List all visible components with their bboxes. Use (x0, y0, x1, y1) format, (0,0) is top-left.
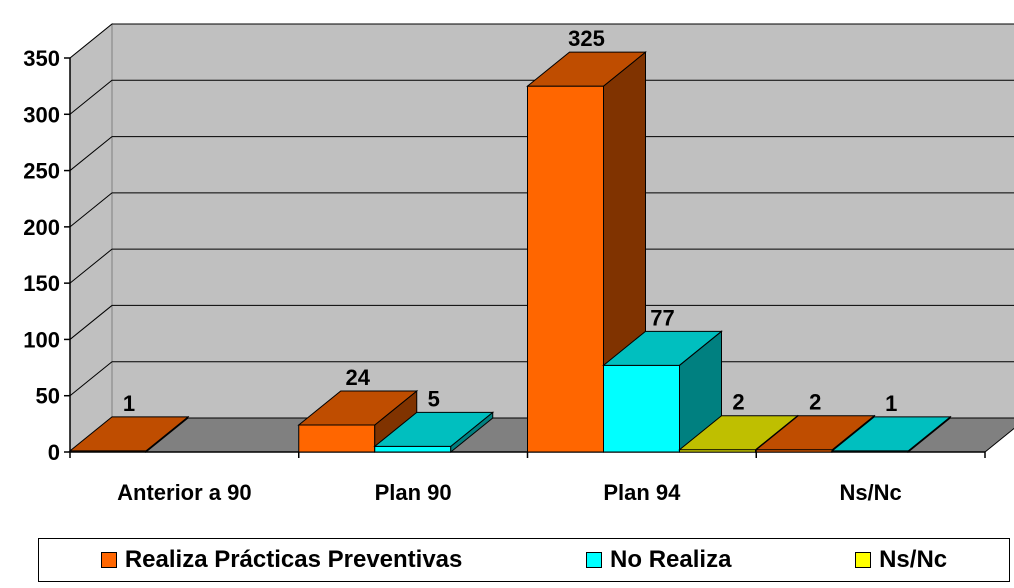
gridline (69, 136, 1014, 171)
legend-item-no-realiza: No Realiza (586, 546, 731, 574)
bars (68, 51, 952, 454)
bar-top (602, 330, 723, 366)
bar-top (68, 416, 190, 452)
legend: Realiza Prácticas Preventivas No Realiza… (38, 538, 1010, 582)
data-label: 2 (732, 390, 744, 415)
legend-item-ns-nc: Ns/Nc (855, 546, 947, 574)
data-label: 77 (650, 305, 674, 330)
legend-label-realiza: Realiza Prácticas Preventivas (124, 546, 463, 573)
y-tick-label: 100 (23, 327, 60, 352)
bar (526, 51, 647, 454)
x-axis: Anterior a 90 Plan 90 Plan 94 Ns/Nc (69, 451, 986, 505)
bar (373, 411, 495, 454)
y-tick-label: 50 (36, 384, 60, 409)
legend-label-no-realiza: No Realiza (610, 546, 732, 573)
bar-front (603, 364, 680, 453)
bar-front (527, 85, 604, 453)
bar (602, 330, 723, 454)
bar-top (526, 51, 647, 87)
gridline (69, 192, 1014, 228)
bar-top (830, 416, 952, 452)
y-tick-label: 0 (48, 440, 60, 465)
data-label: 2 (809, 390, 821, 415)
data-label: 24 (346, 365, 371, 390)
legend-swatch-no-realiza (586, 552, 603, 568)
x-tick-label: Plan 94 (603, 480, 681, 505)
y-tick-label: 350 (23, 46, 60, 71)
bar-top (754, 415, 876, 451)
data-label: 325 (568, 26, 605, 51)
legend-swatch-realiza (100, 552, 117, 568)
legend-item-realiza: Realiza Prácticas Preventivas (100, 546, 463, 574)
data-label: 1 (885, 391, 897, 416)
gridline (69, 23, 1014, 59)
bar (68, 415, 190, 454)
y-tick-label: 150 (23, 271, 60, 296)
bar-chart: 0 50 100 150 200 250 300 350 Anterior a 90 Plan … (23, 22, 1014, 505)
data-label: 1 (123, 391, 135, 416)
legend-swatch-ns-nc (855, 552, 872, 568)
bar-front (374, 445, 452, 453)
bar-front (298, 424, 376, 453)
y-axis: 0 50 100 150 200 250 300 350 (23, 46, 71, 465)
gridline (69, 304, 1014, 340)
legend-label-ns-nc: Ns/Nc (879, 546, 948, 573)
gridline (69, 79, 1014, 115)
data-label: 5 (428, 386, 440, 411)
y-tick-label: 250 (23, 159, 60, 184)
y-tick-label: 200 (23, 215, 60, 240)
bar (830, 415, 952, 454)
gridline (69, 248, 1014, 284)
bar-top (297, 390, 419, 426)
y-tick-label: 300 (23, 102, 60, 127)
x-tick-label: Anterior a 90 (117, 480, 252, 505)
bar-top (373, 411, 495, 447)
x-tick-label: Plan 90 (375, 480, 452, 505)
x-tick-label: Ns/Nc (839, 480, 901, 505)
data-labels: 1 24 5 325 77 2 2 1 (123, 26, 898, 416)
side-wall (69, 22, 113, 454)
bar (297, 389, 419, 454)
